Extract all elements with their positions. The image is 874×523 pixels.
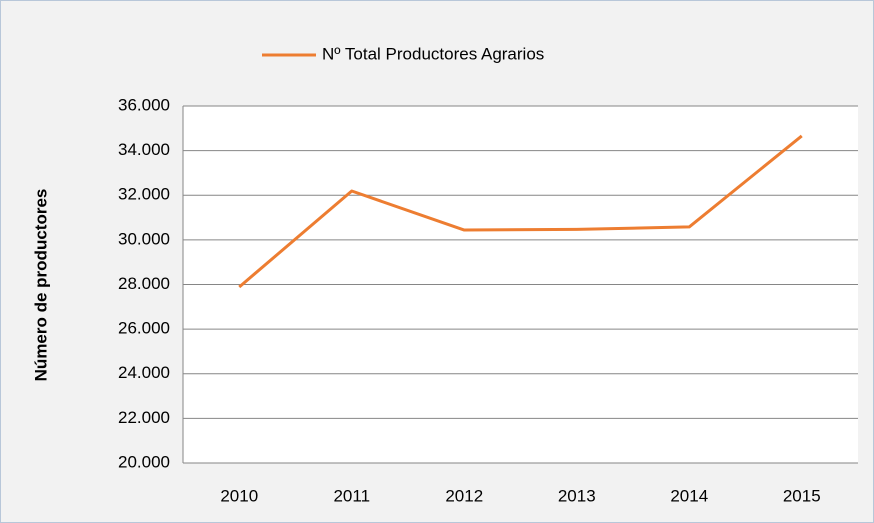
y-tick-label: 20.000 xyxy=(118,452,170,471)
y-tick-label: 36.000 xyxy=(118,95,170,114)
y-tick-label: 34.000 xyxy=(118,140,170,159)
y-tick-label: 30.000 xyxy=(118,229,170,248)
y-tick-label: 28.000 xyxy=(118,274,170,293)
y-tick-label: 24.000 xyxy=(118,363,170,382)
x-tick-label: 2014 xyxy=(670,486,708,505)
y-tick-label: 32.000 xyxy=(118,185,170,204)
x-tick-label: 2011 xyxy=(333,486,370,505)
y-tick-label: 22.000 xyxy=(118,408,170,427)
y-axis-title: Número de productores xyxy=(31,189,50,382)
x-tick-label: 2013 xyxy=(558,486,596,505)
legend-label: Nº Total Productores Agrarios xyxy=(322,44,544,63)
x-tick-label: 2015 xyxy=(783,486,821,505)
y-tick-label: 26.000 xyxy=(118,319,170,338)
data-line xyxy=(238,134,803,289)
x-tick-label: 2010 xyxy=(220,486,258,505)
x-tick-label: 2012 xyxy=(445,486,483,505)
